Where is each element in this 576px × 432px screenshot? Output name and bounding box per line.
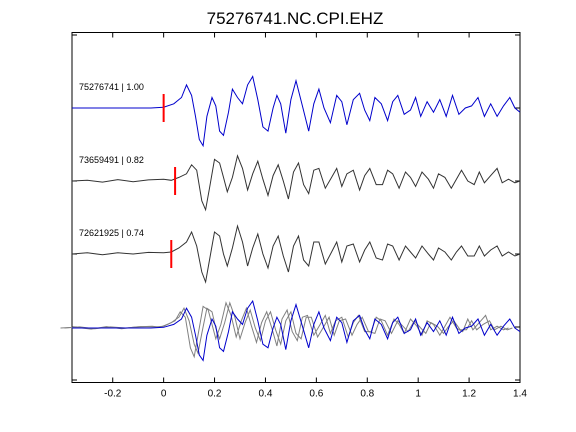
trace-group: 75276741 | 1.00 73659491 | 0.82 72621925 |… — [71, 75, 521, 284]
overlay-trace-line — [72, 299, 521, 362]
x-tick-label: 1.2 — [462, 389, 476, 400]
trace-label: 75276741 | 1.00 — [79, 82, 144, 92]
x-axis: -0.2 0 0.2 0.4 0.6 0.8 1 1.2 1.4 — [104, 32, 527, 400]
trace-line — [72, 75, 521, 148]
x-tick-label: 0.4 — [259, 389, 273, 400]
x-tick-label: 0 — [161, 389, 167, 400]
plot-area — [71, 32, 521, 383]
overlay-trace-line — [60, 301, 509, 359]
x-tick-label: 0.2 — [208, 389, 222, 400]
chart-title: 75276741.NC.CPI.EHZ — [207, 9, 384, 28]
trace-line — [71, 154, 521, 212]
x-tick-label: -0.2 — [104, 389, 122, 400]
x-tick-label: 0.8 — [360, 389, 374, 400]
x-tick-label: 1 — [415, 389, 421, 400]
trace-label: 73659491 | 0.82 — [79, 155, 144, 165]
x-tick-label: 1.4 — [513, 389, 527, 400]
x-tick-label: 0.6 — [309, 389, 323, 400]
overlay-group — [60, 299, 521, 362]
trace-line — [71, 224, 521, 284]
trace-label: 72621925 | 0.74 — [79, 228, 144, 238]
